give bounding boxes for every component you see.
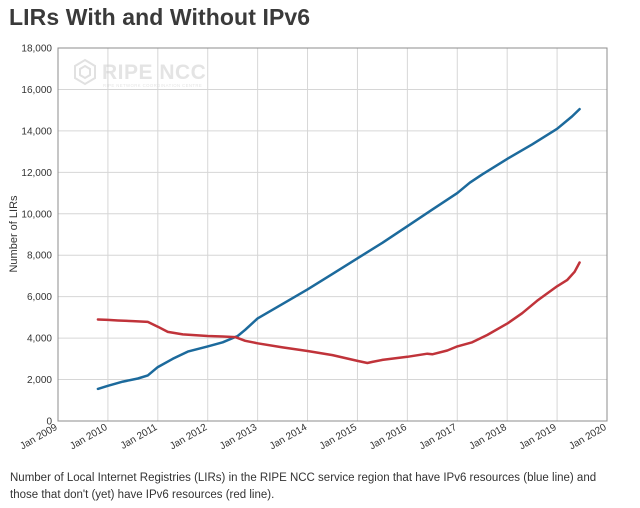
plot-frame [57, 47, 608, 422]
x-tick-label: Jan 2009 [18, 422, 60, 452]
x-tick-label: Jan 2014 [268, 422, 310, 452]
y-tick-label: 8,000 [27, 251, 52, 262]
x-tick-label: Jan 2013 [218, 422, 260, 452]
y-tick-label: 4,000 [27, 334, 52, 345]
y-tick-label: 0 [46, 417, 52, 428]
series-line-1 [96, 107, 581, 391]
watermark-name: RIPE NCC [102, 61, 206, 84]
gridlines [58, 48, 607, 421]
x-tick-label: Jan 2016 [368, 422, 410, 452]
y-ticks: 0 2,000 4,000 6,000 8,000 10,000 12,000 14,000 1… [21, 44, 52, 428]
x-tick-label: Jan 2015 [318, 422, 360, 452]
series-lines [96, 107, 581, 391]
line-chart: RIPE NCC RIPE NETWORK COORDINATION CENTR… [8, 44, 609, 453]
x-tick-label: Jan 2018 [468, 422, 510, 452]
y-axis-label: Number of LIRs [8, 195, 20, 273]
y-tick-label: 10,000 [21, 209, 52, 220]
watermark-tagline: RIPE NETWORK COORDINATION CENTRE [103, 83, 202, 88]
x-ticks: Jan 2009 Jan 2010 Jan 2011 Jan 2012 Jan 2013… [18, 422, 609, 452]
x-tick-label: Jan 2019 [517, 422, 559, 452]
y-tick-label: 18,000 [21, 44, 52, 55]
y-tick-label: 12,000 [21, 168, 52, 179]
y-tick-label: 16,000 [21, 85, 52, 96]
x-tick-label: Jan 2010 [68, 422, 110, 452]
series-line-2 [96, 261, 581, 365]
x-tick-label: Jan 2020 [567, 422, 609, 452]
y-tick-label: 2,000 [27, 375, 52, 386]
x-tick-label: Jan 2012 [168, 422, 210, 452]
chart-title: LIRs With and Without IPv6 [9, 4, 311, 30]
chart-caption: Number of Local Internet Registries (LIR… [10, 472, 597, 501]
ripe-ncc-logo-icon [74, 58, 96, 86]
y-tick-label: 14,000 [21, 126, 52, 137]
y-tick-label: 6,000 [27, 292, 52, 303]
x-tick-label: Jan 2017 [418, 422, 460, 452]
watermark-logo: RIPE NCC RIPE NETWORK COORDINATION CENTR… [74, 58, 206, 88]
x-tick-label: Jan 2011 [119, 422, 160, 452]
